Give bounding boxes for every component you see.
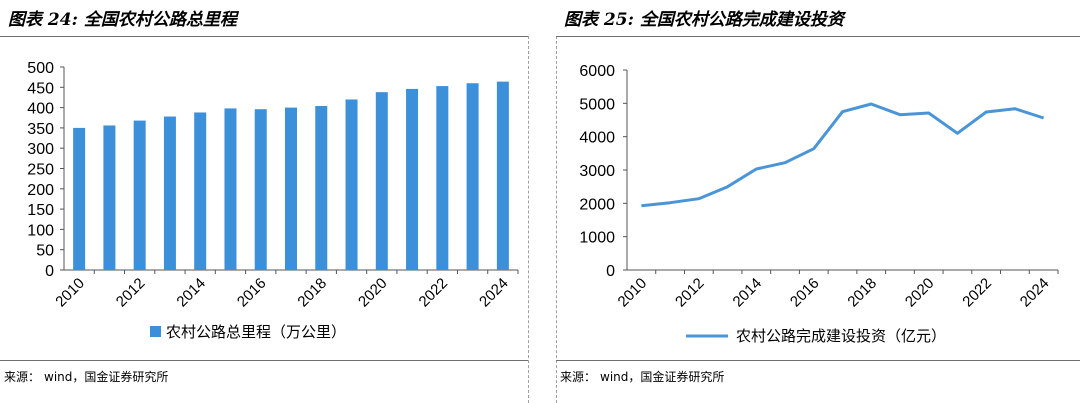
y-tick-label: 50 bbox=[36, 243, 54, 260]
right-figure-number: 图表 25: bbox=[564, 10, 634, 30]
y-tick-label: 100 bbox=[27, 222, 54, 239]
x-tick-label: 2014 bbox=[730, 275, 766, 311]
y-tick-label: 5000 bbox=[579, 96, 615, 113]
y-tick-label: 200 bbox=[27, 182, 54, 199]
left-bottom-rule bbox=[0, 360, 528, 361]
y-tick-label: 500 bbox=[27, 60, 54, 77]
y-tick-label: 350 bbox=[27, 121, 54, 138]
bar bbox=[103, 125, 116, 271]
right-source-label: 来源： bbox=[560, 370, 597, 384]
legend-label: 农村公路总里程（万公里） bbox=[166, 324, 346, 341]
left-figure-number: 图表 24: bbox=[8, 10, 78, 30]
y-tick-label: 450 bbox=[27, 80, 54, 97]
x-tick-label: 2020 bbox=[902, 275, 938, 311]
bar bbox=[133, 120, 146, 270]
y-tick-label: 400 bbox=[27, 101, 54, 118]
x-tick-label: 2018 bbox=[294, 275, 330, 311]
y-tick-label: 0 bbox=[45, 263, 54, 280]
bar bbox=[194, 112, 207, 270]
bar bbox=[345, 99, 358, 270]
left-figure-title: 图表 24: 全国农村公路总里程 bbox=[8, 5, 243, 30]
x-tick-label: 2024 bbox=[476, 275, 512, 311]
left-source-note: 来源： wind，国金证券研究所 bbox=[4, 368, 172, 385]
y-tick-label: 1000 bbox=[579, 230, 615, 247]
bar bbox=[73, 127, 86, 271]
bar bbox=[436, 86, 449, 270]
right-top-rule bbox=[556, 36, 1080, 37]
x-tick-label: 2016 bbox=[234, 275, 270, 311]
left-source-text: wind，国金证券研究所 bbox=[44, 370, 169, 384]
bar bbox=[375, 92, 388, 270]
bar bbox=[224, 108, 237, 270]
bar bbox=[496, 81, 509, 270]
y-tick-label: 250 bbox=[27, 162, 54, 179]
x-tick-label: 2020 bbox=[355, 275, 391, 311]
mileage-bar-chart: 0 50 100 150 200 250 300 350 400 450 500 2010 2012 20… bbox=[27, 60, 519, 341]
x-tick-label: 2022 bbox=[416, 275, 452, 311]
legend-label: 农村公路完成建设投资（亿元） bbox=[736, 328, 946, 345]
bar bbox=[406, 88, 419, 270]
x-tick-label: 2016 bbox=[787, 275, 823, 311]
y-tick-label: 0 bbox=[606, 263, 615, 280]
y-tick-label: 6000 bbox=[579, 63, 615, 80]
left-top-rule bbox=[0, 36, 528, 37]
panel-divider-left bbox=[528, 36, 529, 403]
legend-swatch bbox=[150, 326, 161, 337]
series-line bbox=[641, 102, 1045, 208]
right-bottom-rule bbox=[556, 360, 1080, 361]
y-tick-label: 150 bbox=[27, 202, 54, 219]
x-tick-label: 2010 bbox=[615, 275, 651, 311]
right-figure-title-text: 全国农村公路完成建设投资 bbox=[639, 10, 844, 30]
x-tick-label: 2010 bbox=[52, 275, 88, 311]
x-tick-label: 2022 bbox=[959, 275, 995, 311]
left-figure-panel: 图表 24: 全国农村公路总里程 0 50 100 150 200 250 300 350 400… bbox=[0, 0, 528, 403]
x-tick-label: 2024 bbox=[1017, 275, 1053, 311]
x-tick-label: 2014 bbox=[173, 275, 209, 311]
bar bbox=[315, 105, 328, 270]
left-figure-title-text: 全国农村公路总里程 bbox=[83, 10, 237, 30]
right-figure-panel: 图表 25: 全国农村公路完成建设投资 0 1000 2000 3000 4000 5000… bbox=[556, 0, 1080, 403]
x-tick-label: 2012 bbox=[672, 275, 708, 311]
x-tick-label: 2012 bbox=[113, 275, 149, 311]
right-figure-title: 图表 25: 全国农村公路完成建设投资 bbox=[564, 5, 850, 30]
left-source-label: 来源： bbox=[4, 370, 41, 384]
y-tick-label: 3000 bbox=[579, 163, 615, 180]
y-tick-label: 4000 bbox=[579, 130, 615, 147]
y-tick-label: 300 bbox=[27, 141, 54, 158]
panel-divider-right bbox=[556, 36, 557, 403]
right-source-text: wind，国金证券研究所 bbox=[600, 370, 725, 384]
bar bbox=[254, 109, 267, 270]
bar bbox=[466, 83, 479, 270]
y-tick-label: 2000 bbox=[579, 196, 615, 213]
investment-line-chart: 0 1000 2000 3000 4000 5000 6000 2010 2012 2014 201… bbox=[579, 63, 1059, 345]
bar bbox=[163, 116, 176, 270]
x-tick-label: 2018 bbox=[844, 275, 880, 311]
right-source-note: 来源： wind，国金证券研究所 bbox=[560, 368, 728, 385]
bar bbox=[285, 107, 297, 270]
